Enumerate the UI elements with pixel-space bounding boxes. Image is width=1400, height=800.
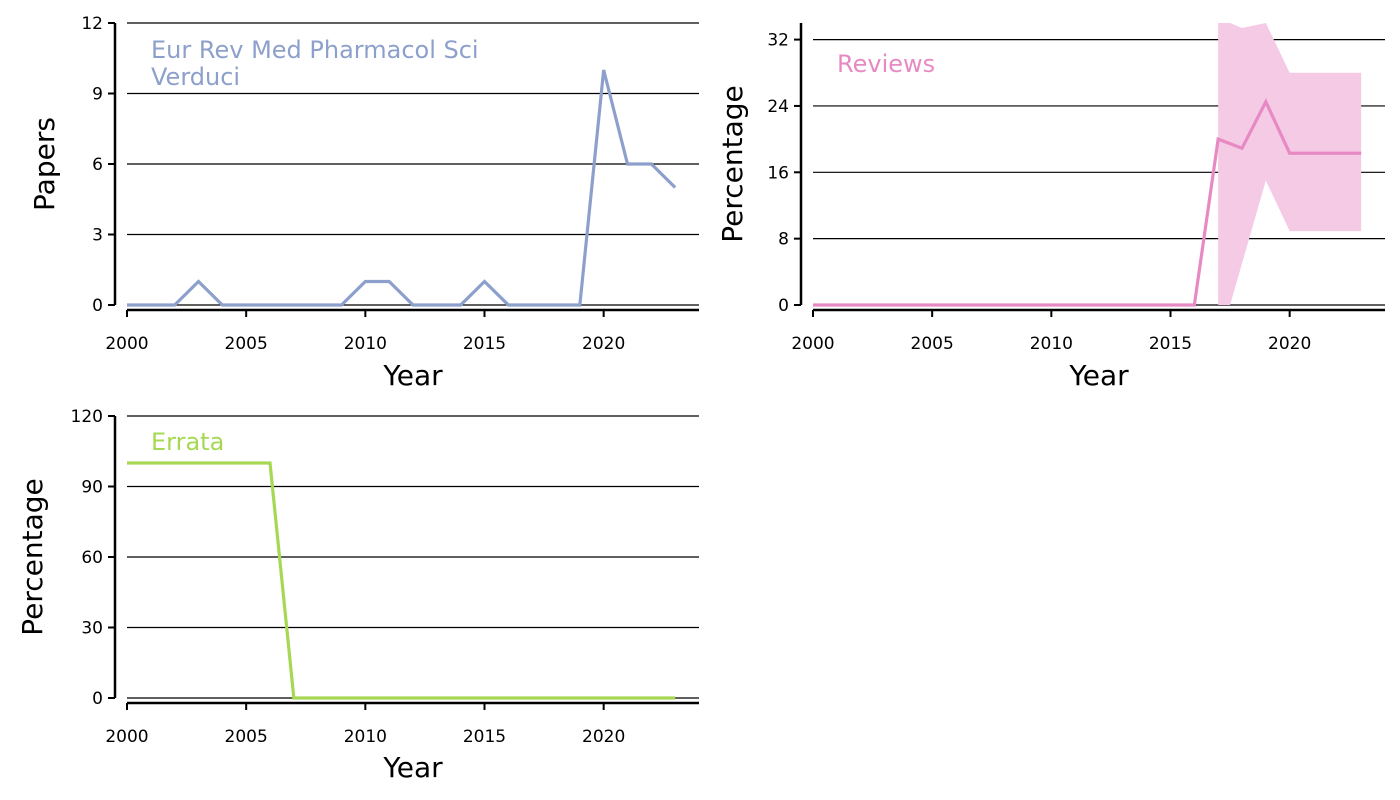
- y-tick-label: 60: [81, 548, 103, 568]
- y-tick-label: 0: [778, 296, 789, 316]
- x-tick-label: 2000: [105, 334, 148, 354]
- y-tick-label: 3: [92, 226, 103, 246]
- y-tick-label: 16: [767, 163, 789, 183]
- y-axis-label: Papers: [28, 117, 61, 211]
- series-line: [127, 69, 677, 307]
- x-tick-label: 2005: [911, 334, 954, 354]
- chart-1: 0 3 6 9 12 2000 2005 2010 2015 2020 Year Papers Eur …: [28, 14, 699, 392]
- y-tick-label: 90: [81, 478, 103, 498]
- y-tick-label: 9: [92, 85, 103, 105]
- y-axis-label: Percentage: [716, 85, 749, 243]
- chart-annotation: Reviews: [837, 50, 935, 78]
- y-tick-label: 120: [71, 407, 103, 427]
- y-tick-label: 0: [92, 296, 103, 316]
- x-tick-label: 2015: [1149, 334, 1192, 354]
- confidence-band: [1218, 23, 1362, 305]
- x-tick-label: 2010: [344, 727, 387, 747]
- y-tick-label: 30: [81, 619, 103, 639]
- y-tick-label: 6: [92, 155, 103, 175]
- x-axis-label: Year: [1068, 359, 1129, 392]
- chart-annotation: Verduci: [151, 63, 240, 91]
- y-tick-label: 8: [778, 230, 789, 250]
- y-tick-label: 32: [767, 31, 789, 51]
- x-tick-label: 2005: [225, 727, 268, 747]
- series-line: [813, 98, 1362, 307]
- series-line: [127, 461, 676, 700]
- x-tick-label: 2010: [344, 334, 387, 354]
- x-tick-label: 2005: [225, 334, 268, 354]
- x-tick-label: 2020: [582, 334, 625, 354]
- x-axis-label: Year: [382, 359, 443, 392]
- x-tick-label: 2015: [463, 334, 506, 354]
- y-axis-label: Percentage: [16, 478, 49, 636]
- y-tick-label: 12: [81, 14, 103, 34]
- chart-annotation: Eur Rev Med Pharmacol Sci: [151, 36, 479, 64]
- x-tick-label: 2010: [1030, 334, 1073, 354]
- x-axis-label: Year: [382, 751, 443, 784]
- y-tick-label: 24: [767, 97, 789, 117]
- chart-2: 0 8 16 24 32 2000 2005 2010 2015 2020 Year Percenta…: [716, 23, 1385, 392]
- x-tick-label: 2000: [105, 727, 148, 747]
- chart-3: 0 30 60 90 120 2000 2005 2010 2015 2020 Year Percen…: [16, 407, 699, 784]
- y-tick-label: 0: [92, 689, 103, 709]
- x-tick-label: 2015: [463, 727, 506, 747]
- x-tick-label: 2000: [791, 334, 834, 354]
- x-tick-label: 2020: [582, 727, 625, 747]
- chart-annotation: Errata: [151, 428, 224, 456]
- x-tick-label: 2020: [1268, 334, 1311, 354]
